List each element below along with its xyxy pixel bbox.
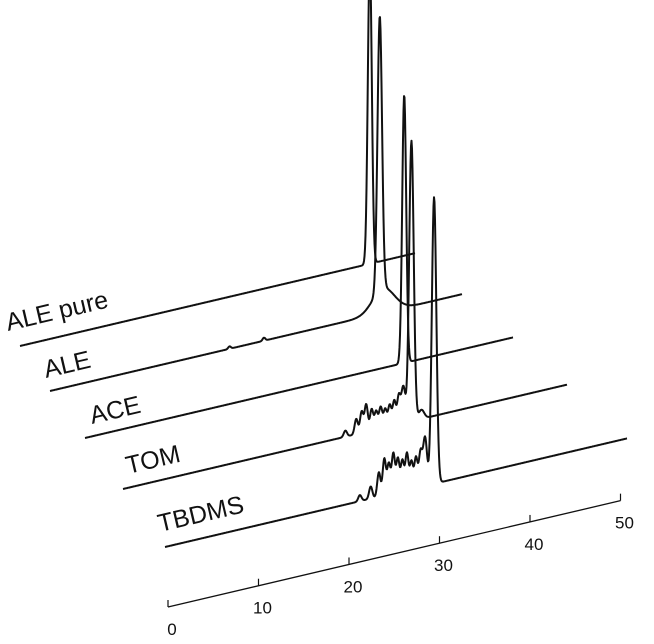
series-ace: ACE — [84, 95, 514, 439]
trace-line — [164, 196, 628, 548]
series-tom: TOM — [122, 139, 568, 490]
x-tick-label-0: 0 — [167, 620, 176, 639]
x-tick-label-10: 10 — [253, 599, 272, 618]
x-axis-line — [167, 500, 621, 608]
trace-line — [122, 139, 568, 490]
series-ale-pure: ALE pure — [3, 0, 416, 347]
x-tick-label-50: 50 — [615, 514, 634, 533]
x-tick-label-30: 30 — [434, 556, 453, 575]
x-tick-label-40: 40 — [525, 535, 544, 554]
series-ale: ALE — [41, 16, 463, 392]
series-tbdms: TBDMS — [155, 196, 628, 548]
trace-line — [84, 95, 514, 439]
trace-line — [19, 0, 416, 347]
series-label: TOM — [123, 440, 183, 480]
x-tick-label-20: 20 — [344, 577, 363, 596]
x-axis: 0 10 20 30 40 50 — [167, 493, 634, 639]
series-label: ACE — [87, 391, 143, 430]
trace-line — [49, 16, 463, 392]
series-label: ALE — [41, 346, 93, 384]
